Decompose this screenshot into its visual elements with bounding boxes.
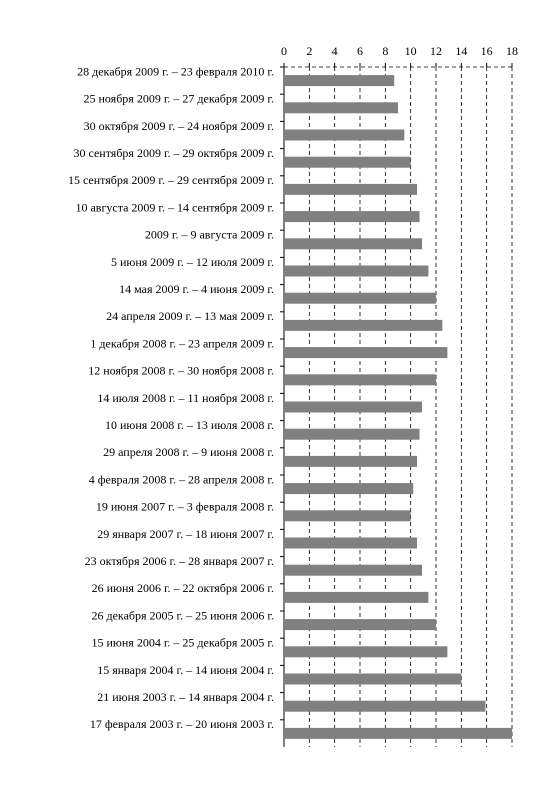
bar (284, 319, 443, 331)
x-tick-label: 18 (506, 44, 518, 58)
bar (284, 646, 448, 658)
bar (284, 564, 423, 576)
x-tick-label: 8 (382, 44, 388, 58)
bar (284, 292, 436, 304)
bar (284, 156, 411, 168)
y-tick-label: 12 ноября 2008 г. – 30 ноября 2008 г. (88, 364, 274, 378)
bar (284, 428, 420, 440)
bar (284, 619, 436, 631)
bar (284, 211, 420, 223)
y-tick-label: 10 августа 2009 г. – 14 сентября 2009 г. (75, 200, 274, 214)
y-tick-label: 15 июня 2004 г. – 25 декабря 2005 г. (92, 636, 275, 650)
x-tick-label: 4 (332, 44, 338, 58)
y-tick-label: 19 июня 2007 г. – 3 февраля 2008 г. (96, 500, 274, 514)
y-tick-label: 14 июля 2008 г. – 11 ноября 2008 г. (97, 391, 274, 405)
y-tick-label: 24 апреля 2009 г. – 13 мая 2009 г. (106, 309, 274, 323)
x-tick-label: 0 (281, 44, 287, 58)
y-tick-label: 10 июня 2008 г. – 13 июля 2008 г. (105, 418, 274, 432)
x-tick-label: 12 (430, 44, 442, 58)
y-tick-label: 2009 г. – 9 августа 2009 г. (145, 228, 274, 242)
bar (284, 700, 486, 712)
bar (284, 129, 405, 141)
bar (284, 455, 417, 467)
x-tick-label: 16 (481, 44, 493, 58)
bar (284, 483, 414, 495)
bar (284, 591, 429, 603)
y-tick-label: 26 декабря 2005 г. – 25 июня 2006 г. (92, 608, 275, 622)
bar (284, 727, 512, 739)
bar (284, 75, 395, 87)
y-tick-label: 26 июня 2006 г. – 22 октября 2006 г. (92, 581, 274, 595)
bar (284, 183, 417, 195)
bar (284, 673, 462, 685)
bar (284, 374, 436, 386)
x-tick-label: 6 (357, 44, 363, 58)
bar (284, 102, 398, 114)
bar (284, 347, 448, 359)
y-tick-label: 25 ноября 2009 г. – 27 декабря 2009 г. (83, 92, 274, 106)
x-tick-label: 14 (455, 44, 467, 58)
y-tick-label: 5 июня 2009 г. – 12 июля 2009 г. (111, 255, 274, 269)
y-tick-label: 21 июня 2003 г. – 14 января 2004 г. (97, 690, 274, 704)
y-tick-label: 23 октября 2006 г. – 28 января 2007 г. (85, 554, 274, 568)
y-tick-label: 30 сентября 2009 г. – 29 октября 2009 г. (74, 146, 275, 160)
x-tick-label: 2 (306, 44, 312, 58)
y-tick-label: 15 сентября 2009 г. – 29 сентября 2009 г… (68, 173, 274, 187)
y-tick-label: 29 января 2007 г. – 18 июня 2007 г. (97, 527, 274, 541)
y-tick-label: 29 апреля 2008 г. – 9 июня 2008 г. (103, 445, 274, 459)
y-tick-label: 17 февраля 2003 г. – 20 июня 2003 г. (90, 717, 274, 731)
bar (284, 510, 411, 522)
y-tick-label: 15 января 2004 г. – 14 июня 2004 г. (97, 663, 274, 677)
bar (284, 537, 417, 549)
bar (284, 238, 423, 250)
y-tick-label: 1 декабря 2008 г. – 23 апреля 2009 г. (90, 336, 274, 350)
bar (284, 265, 429, 277)
y-tick-label: 4 февраля 2008 г. – 28 апреля 2008 г. (89, 472, 274, 486)
x-tick-label: 10 (405, 44, 417, 58)
y-tick-label: 28 декабря 2009 г. – 23 февраля 2010 г. (77, 64, 274, 78)
y-tick-label: 30 октября 2009 г. – 24 ноября 2009 г. (84, 119, 274, 133)
bar (284, 401, 423, 413)
y-tick-label: 14 мая 2009 г. – 4 июня 2009 г. (119, 282, 274, 296)
